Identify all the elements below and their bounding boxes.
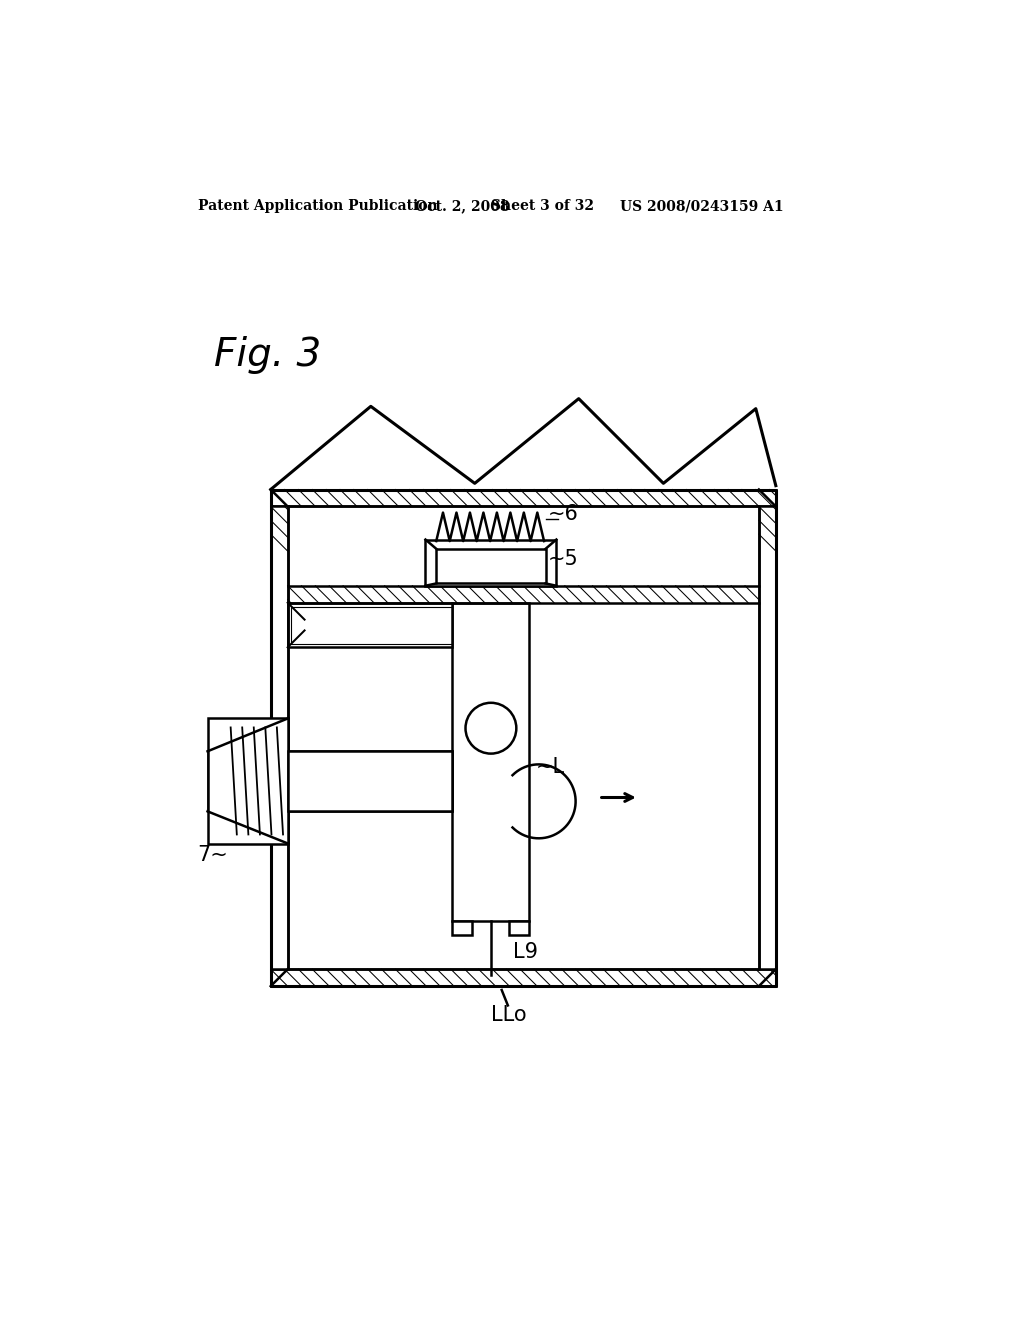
- Bar: [453, 603, 529, 921]
- Bar: [509, 921, 529, 935]
- Bar: [759, 507, 776, 969]
- Bar: [425, 540, 556, 586]
- Bar: [288, 603, 453, 647]
- Text: Patent Application Publication: Patent Application Publication: [199, 199, 438, 213]
- Text: 7~: 7~: [198, 845, 228, 865]
- Bar: [270, 507, 288, 969]
- Text: ~5: ~5: [548, 549, 579, 569]
- Bar: [270, 490, 776, 507]
- Bar: [208, 751, 453, 812]
- Bar: [270, 969, 776, 986]
- Text: Sheet 3 of 32: Sheet 3 of 32: [490, 199, 594, 213]
- Bar: [453, 921, 472, 935]
- Text: LLo: LLo: [490, 1005, 526, 1024]
- Text: Fig. 3: Fig. 3: [214, 335, 321, 374]
- Bar: [436, 549, 546, 583]
- Text: L9: L9: [513, 941, 539, 961]
- Text: ~L: ~L: [536, 756, 564, 776]
- Bar: [208, 718, 289, 843]
- Text: ~6: ~6: [548, 504, 579, 524]
- Bar: [289, 751, 453, 812]
- Text: Oct. 2, 2008: Oct. 2, 2008: [416, 199, 510, 213]
- Bar: [292, 607, 453, 644]
- Text: US 2008/0243159 A1: US 2008/0243159 A1: [620, 199, 783, 213]
